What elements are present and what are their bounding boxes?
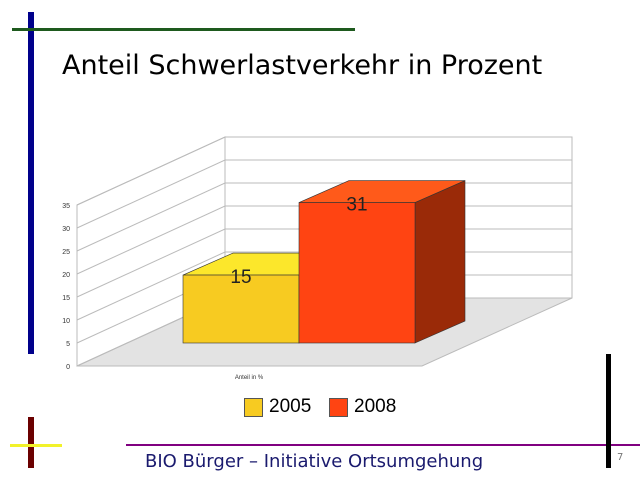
blue-vertical-bar bbox=[28, 12, 34, 354]
legend-label: 2005 bbox=[269, 396, 312, 417]
bar-2005 bbox=[182, 274, 300, 344]
legend-item-2008: 2008 bbox=[329, 396, 396, 418]
y-tick-label: 0 bbox=[66, 364, 70, 371]
y-tick-label: 20 bbox=[62, 272, 70, 279]
gridline bbox=[76, 136, 572, 206]
black-vertical-bar bbox=[606, 354, 611, 468]
legend-swatch-2008 bbox=[329, 397, 348, 417]
y-tick-label: 25 bbox=[62, 249, 70, 256]
legend-swatch-2005 bbox=[244, 397, 263, 417]
data-label-2008: 31 bbox=[346, 195, 367, 216]
legend-item-2005: 2005 bbox=[244, 396, 311, 418]
gridline bbox=[76, 159, 572, 229]
yellow-horizontal-line bbox=[10, 444, 62, 447]
y-tick-label: 15 bbox=[62, 295, 70, 302]
darkred-vertical-bar bbox=[28, 417, 34, 468]
page-number: 7 bbox=[617, 452, 624, 463]
green-horizontal-line bbox=[12, 28, 355, 31]
bar-2008 bbox=[298, 202, 416, 344]
y-tick-label: 35 bbox=[62, 203, 70, 210]
x-axis-label: Anteil in % bbox=[235, 375, 264, 381]
legend-label: 2008 bbox=[354, 396, 397, 417]
slide-title: Anteil Schwerlastverkehr in Prozent bbox=[62, 50, 543, 81]
bar-chart: 0 5 10 15 20 25 30 35 Anteil in % 15 31 bbox=[62, 136, 573, 381]
footer-text: BIO Bürger – Initiative Ortsumgehung bbox=[145, 451, 484, 472]
y-tick-label: 30 bbox=[62, 226, 70, 233]
purple-footer-line bbox=[126, 444, 640, 446]
bar-side-2008 bbox=[414, 180, 466, 344]
y-tick-label: 5 bbox=[66, 341, 70, 348]
data-label-2005: 15 bbox=[230, 267, 251, 288]
y-tick-label: 10 bbox=[62, 318, 70, 325]
